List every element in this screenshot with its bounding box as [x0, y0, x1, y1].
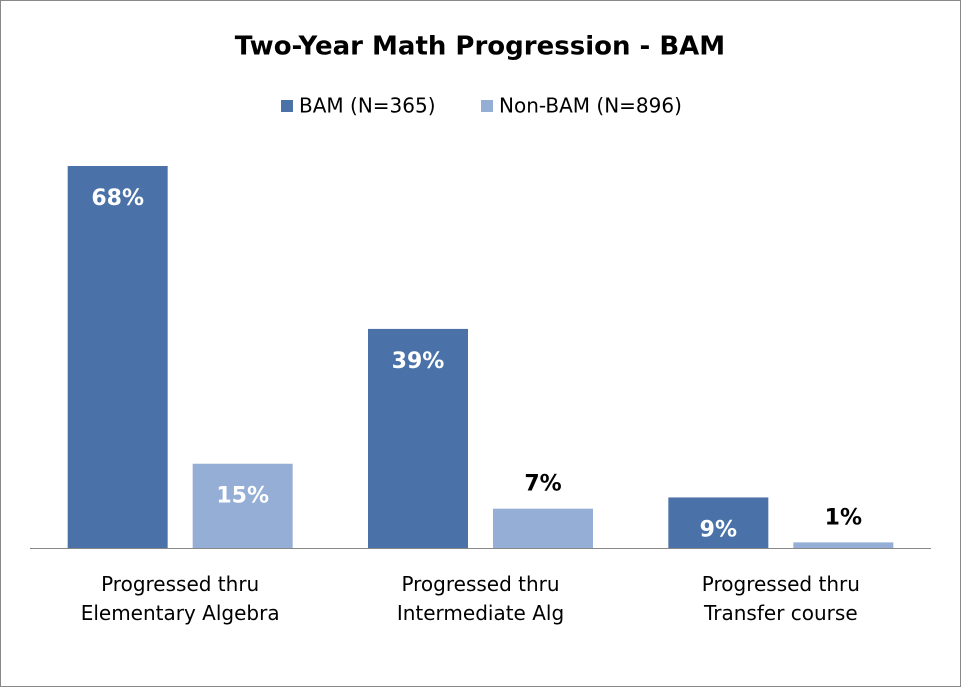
chart-title: Two-Year Math Progression - BAM: [235, 32, 725, 62]
legend-label: BAM (N=365): [299, 94, 436, 118]
bar: [793, 542, 894, 548]
bar: [192, 463, 293, 548]
bar: [368, 328, 468, 548]
legend-swatch: [281, 100, 293, 112]
data-label: 68%: [91, 186, 144, 211]
data-label: 39%: [392, 349, 445, 374]
x-tick-label: Progressed thru Intermediate Alg: [396, 572, 565, 625]
data-label: 7%: [524, 472, 561, 497]
data-label: 1%: [825, 505, 862, 530]
x-tick-label: Progressed thru Elementary Algebra: [80, 572, 280, 625]
data-label: 9%: [700, 517, 737, 542]
legend-label: Non-BAM (N=896): [499, 94, 682, 118]
data-label: 15%: [216, 484, 269, 509]
x-tick-label: Progressed thru Transfer course: [701, 572, 860, 625]
legend-swatch: [481, 100, 493, 112]
bar: [493, 508, 593, 548]
bar: [668, 497, 769, 548]
bar: [67, 166, 168, 548]
